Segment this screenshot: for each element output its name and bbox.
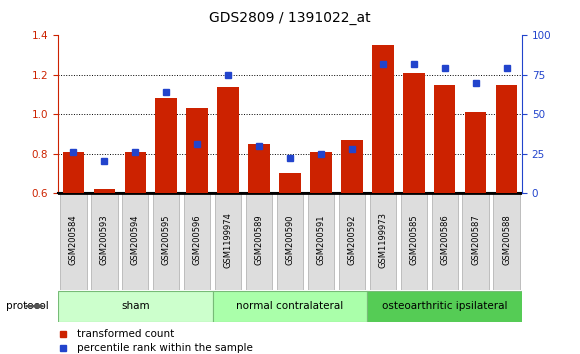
Text: GSM200584: GSM200584: [69, 214, 78, 265]
Text: GSM1199973: GSM1199973: [378, 212, 387, 268]
Bar: [372, 45, 394, 193]
Bar: [277, 193, 303, 290]
Bar: [367, 291, 522, 321]
Text: normal contralateral: normal contralateral: [237, 301, 343, 311]
Text: GSM200593: GSM200593: [100, 214, 109, 265]
Text: GSM200588: GSM200588: [502, 214, 511, 265]
Bar: [308, 193, 334, 290]
Bar: [155, 98, 177, 193]
Text: percentile rank within the sample: percentile rank within the sample: [77, 343, 252, 353]
Bar: [279, 173, 301, 193]
Text: osteoarthritic ipsilateral: osteoarthritic ipsilateral: [382, 301, 508, 311]
Bar: [215, 193, 241, 290]
Text: sham: sham: [121, 301, 150, 311]
Bar: [91, 193, 118, 290]
Bar: [401, 193, 427, 290]
Text: GDS2809 / 1391022_at: GDS2809 / 1391022_at: [209, 11, 371, 25]
Bar: [153, 193, 179, 290]
Text: GSM1199974: GSM1199974: [224, 212, 233, 268]
Bar: [465, 112, 487, 193]
Bar: [494, 193, 520, 290]
Text: GSM200594: GSM200594: [131, 215, 140, 265]
Bar: [339, 193, 365, 290]
Bar: [369, 193, 396, 290]
Bar: [125, 152, 146, 193]
Bar: [403, 73, 425, 193]
Text: GSM200596: GSM200596: [193, 214, 202, 265]
Bar: [246, 193, 272, 290]
Bar: [93, 189, 115, 193]
Bar: [184, 193, 211, 290]
Text: GSM200591: GSM200591: [317, 215, 325, 265]
Bar: [432, 193, 458, 290]
Text: GSM200587: GSM200587: [471, 214, 480, 265]
Bar: [310, 152, 332, 193]
Text: transformed count: transformed count: [77, 329, 174, 339]
Text: GSM200585: GSM200585: [409, 214, 418, 265]
Text: GSM200586: GSM200586: [440, 214, 449, 265]
Bar: [218, 87, 239, 193]
Text: protocol: protocol: [6, 301, 49, 311]
Text: GSM200592: GSM200592: [347, 215, 356, 265]
Bar: [122, 193, 148, 290]
Text: GSM200589: GSM200589: [255, 214, 263, 265]
Bar: [341, 140, 362, 193]
Bar: [496, 85, 517, 193]
Bar: [186, 108, 208, 193]
Text: GSM200590: GSM200590: [285, 215, 295, 265]
Text: GSM200595: GSM200595: [162, 215, 171, 265]
Bar: [462, 193, 489, 290]
Bar: [60, 193, 86, 290]
Bar: [434, 85, 455, 193]
Bar: [248, 144, 270, 193]
Bar: [58, 291, 213, 321]
Bar: [213, 291, 367, 321]
Bar: [63, 152, 84, 193]
